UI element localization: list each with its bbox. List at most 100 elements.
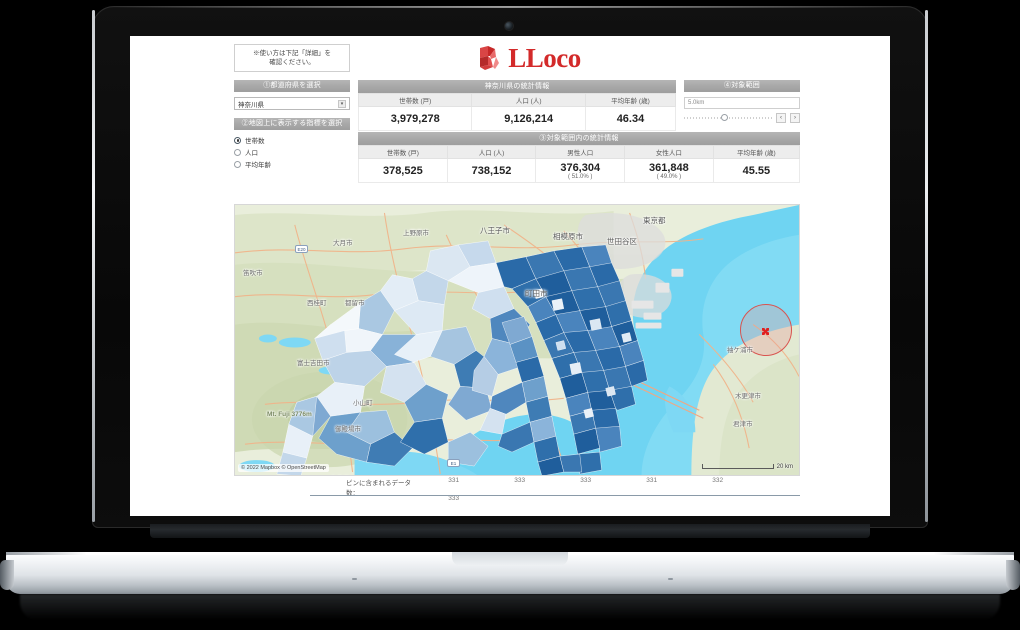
column-header: 女性人口 xyxy=(624,145,714,159)
laptop-lid-edge-left xyxy=(92,10,95,522)
column-header: 男性人口 xyxy=(535,145,626,159)
stat-value: 45.55 xyxy=(712,158,801,183)
map-place-label: 小山町 xyxy=(353,400,373,407)
range-value-text: 5.0km xyxy=(688,100,705,106)
map-place-label: 御殿場市 xyxy=(335,426,361,433)
map-pin-marker-icon[interactable] xyxy=(762,328,769,335)
pin-data-value: 332 xyxy=(712,477,724,484)
metric-section-header: ②地図上に表示する指標を選択 xyxy=(234,118,350,130)
column-header: 人口 (人) xyxy=(471,93,586,107)
column-header: 世帯数 (戸) xyxy=(357,93,473,107)
stat-number: 45.55 xyxy=(742,164,771,177)
metric-radio-group: 世帯数 人口 平均年齢 xyxy=(234,135,350,169)
map-place-label: 都留市 xyxy=(345,300,365,307)
range-controls: ④対象範囲 5.0km ‹ › xyxy=(684,80,800,123)
usage-note-line2: 確認ください。 xyxy=(269,59,315,66)
brand-name: LLoco xyxy=(508,42,581,73)
brand-logo: LLoco xyxy=(440,38,620,78)
stat-number: 376,304 xyxy=(560,161,601,174)
app-header-area: ※使い方は下記「詳細」を 確認ください。 LLoco xyxy=(130,36,890,204)
prefecture-stats-panel: 神奈川県の統計情報 世帯数 (戸) 人口 (人) 平均年齢 (歳) 3,979,… xyxy=(357,80,677,131)
map-place-label: 相模原市 xyxy=(553,232,583,241)
prefecture-select[interactable]: 神奈川県 ▾ xyxy=(234,97,350,110)
metric-radio-average-age[interactable]: 平均年齢 xyxy=(234,159,350,169)
stat-value: 3,979,278 xyxy=(357,106,473,131)
range-section-header: ④対象範囲 xyxy=(684,80,800,92)
table-row: 3,979,278 9,126,214 46.34 xyxy=(357,106,677,131)
stat-number: 361,848 xyxy=(649,161,689,174)
laptop-base-foot-left xyxy=(0,560,14,590)
pin-data-row: ピンに含まれるデータ数： 331 333 333 331 332 333 xyxy=(234,477,800,502)
table-row: 378,525 738,152 376,304 ( 51.0% ) 361,84… xyxy=(358,158,801,183)
road-shield-icon: E20 xyxy=(295,245,308,253)
chevron-down-icon: ▾ xyxy=(338,99,346,108)
area-stats-panel: ③対象範囲内の統計情報 世帯数 (戸) 人口 (人) 男性人口 女性人口 平均年… xyxy=(358,132,801,183)
pin-data-values: 331 333 333 331 332 333 xyxy=(421,469,800,505)
map-place-label: 西桂町 xyxy=(307,300,327,307)
laptop-lid-highlight xyxy=(100,6,920,8)
radio-icon xyxy=(234,160,241,168)
slider-handle[interactable] xyxy=(720,114,728,121)
radio-icon xyxy=(234,136,241,144)
map-place-label: 世田谷区 xyxy=(607,237,637,246)
pin-data-value: 333 xyxy=(448,495,460,502)
stat-value: 378,525 xyxy=(358,158,448,183)
table-header-row: 世帯数 (戸) 人口 (人) 平均年齢 (歳) xyxy=(357,93,677,107)
pin-data-value: 331 xyxy=(646,477,658,484)
stat-number: 378,525 xyxy=(382,164,423,177)
stat-value: 738,152 xyxy=(446,158,537,183)
pin-data-value: 333 xyxy=(580,477,592,484)
stat-value: 9,126,214 xyxy=(471,106,586,131)
map-place-label: 袖ケ浦市 xyxy=(727,347,753,354)
webcam-icon xyxy=(505,22,513,30)
column-header: 平均年齢 (歳) xyxy=(584,93,677,107)
range-slider[interactable] xyxy=(684,113,772,123)
metric-label: 人口 xyxy=(245,150,258,157)
range-step-prev-button[interactable]: ‹ xyxy=(776,113,786,123)
usage-note-line1: ※使い方は下記「詳細」を xyxy=(253,49,331,57)
map-place-label: 笛吹市 xyxy=(243,270,263,277)
laptop-lid-edge-right xyxy=(925,10,928,522)
range-step-next-button[interactable]: › xyxy=(790,113,800,123)
column-header: 世帯数 (戸) xyxy=(358,145,448,159)
map-place-label: 東京都 xyxy=(643,216,666,225)
map-canvas xyxy=(235,205,799,475)
stat-value: 361,848 ( 49.0% ) xyxy=(624,158,714,183)
metric-label: 平均年齢 xyxy=(245,162,271,169)
laptop-base-foot-right xyxy=(1006,560,1020,590)
map-place-label: 君津市 xyxy=(733,421,753,428)
range-value-input[interactable]: 5.0km xyxy=(684,97,800,109)
map-place-label: 大月市 xyxy=(333,240,353,247)
lloco-app: ※使い方は下記「詳細」を 確認ください。 LLoco xyxy=(130,36,890,516)
laptop-screen: ※使い方は下記「詳細」を 確認ください。 LLoco xyxy=(130,36,890,516)
slider-track-line xyxy=(684,117,772,119)
prefecture-section-header: ①都道府県を選択 xyxy=(234,80,350,92)
scale-bar-line xyxy=(701,464,774,469)
usage-note: ※使い方は下記「詳細」を 確認ください。 xyxy=(234,44,350,72)
map-place-label: 木更津市 xyxy=(735,393,761,400)
prefecture-stats-table: 世帯数 (戸) 人口 (人) 平均年齢 (歳) 3,979,278 9,126,… xyxy=(357,93,677,131)
map-place-label: 富士吉田市 xyxy=(297,360,330,367)
area-stats-title: ③対象範囲内の統計情報 xyxy=(358,132,800,145)
laptop-reflection xyxy=(20,594,1000,620)
map-place-label: 上野原市 xyxy=(403,230,429,237)
laptop-base-notch xyxy=(452,552,568,566)
pin-data-underline xyxy=(310,495,800,496)
laptop-base-vent-left xyxy=(352,578,357,580)
stat-percent: ( 49.0% ) xyxy=(656,173,682,180)
prefecture-stats-title: 神奈川県の統計情報 xyxy=(358,80,676,93)
left-controls: ①都道府県を選択 神奈川県 ▾ ②地図上に表示する指標を選択 世帯数 xyxy=(234,80,350,169)
prefecture-select-value: 神奈川県 xyxy=(238,101,264,109)
map-place-label: 長泉町 xyxy=(330,473,350,475)
lloco-logo-icon xyxy=(480,46,500,70)
choropleth-map[interactable]: 笛吹市 大月市 上野原市 八王子市 相模原市 西桂町 都留市 町田市 東京都 世田谷区 富士吉田市 M… xyxy=(234,204,800,476)
laptop-base-vent-right xyxy=(668,578,673,580)
laptop-hinge xyxy=(150,524,870,538)
column-header: 平均年齢 (歳) xyxy=(712,145,801,159)
metric-radio-population[interactable]: 人口 xyxy=(234,147,350,157)
stat-number: 738,152 xyxy=(471,164,512,177)
metric-radio-households[interactable]: 世帯数 xyxy=(234,135,350,145)
map-scale-bar: 20 km xyxy=(701,463,793,470)
stat-value: 46.34 xyxy=(584,106,677,131)
